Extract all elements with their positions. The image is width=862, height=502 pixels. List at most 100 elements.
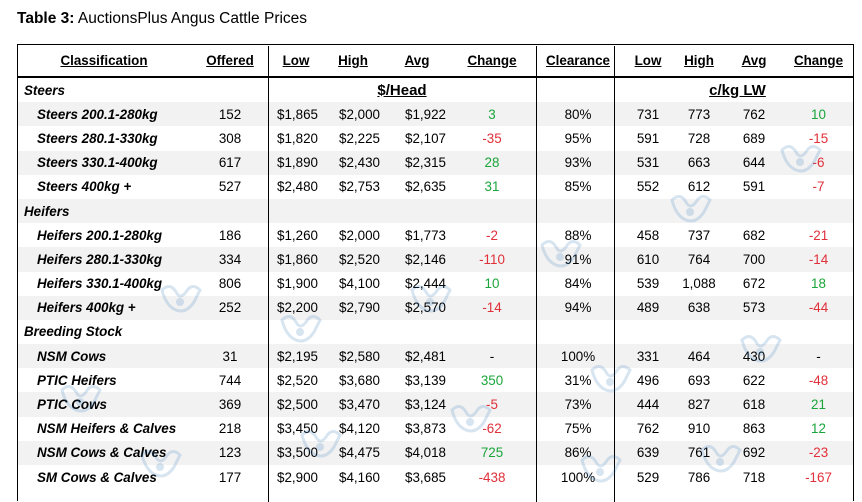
cell-clearance: 85% bbox=[564, 179, 592, 195]
cell-avg: $4,018 bbox=[384, 440, 450, 465]
cell-high: $2,430 bbox=[322, 150, 384, 175]
cell-high-lw: 693 bbox=[687, 372, 711, 388]
cell-high-lw: 761 bbox=[674, 440, 724, 465]
cell-change-lw: 10 bbox=[784, 102, 853, 127]
cell-low: $1,865 bbox=[270, 102, 322, 127]
table-row: NSM Heifers & Calves 218 $3,450 $4,120 $3,87… bbox=[18, 417, 853, 441]
cell-clearance: 80% bbox=[534, 102, 622, 127]
cell-change-lw: - bbox=[784, 344, 853, 369]
cell-clearance: 95% bbox=[564, 130, 592, 146]
cell-avg-lw: 622 bbox=[742, 372, 766, 388]
table-row: NSM Cows 31 $2,195 $2,580 $2,481-100% 331 464 4… bbox=[18, 344, 853, 369]
cell-low: $1,890 bbox=[270, 150, 322, 175]
cell-high: $3,680 bbox=[339, 372, 380, 388]
cell-change-lw: -15 bbox=[808, 130, 829, 146]
cell-clearance: 75% bbox=[564, 421, 592, 437]
cell-avg: $2,635 bbox=[405, 179, 446, 195]
cell-avg: $3,873 bbox=[405, 421, 446, 437]
table-row: PTIC Cows 369 $2,500 $3,470 $3,124 -5 73% 444 82… bbox=[18, 392, 853, 417]
table-row: Steers 280.1-330kg 308 $1,820 $2,225 $2,107 -… bbox=[18, 126, 853, 150]
cell-low-lw: 552 bbox=[636, 179, 660, 195]
cell-low-lw: 591 bbox=[636, 130, 660, 146]
cell-change: 3 bbox=[450, 102, 534, 127]
cell-low: $1,900 bbox=[277, 276, 318, 292]
header-high: High bbox=[322, 45, 384, 78]
cell-clearance: 94% bbox=[534, 295, 622, 320]
cell-change: 350 bbox=[480, 372, 504, 388]
cell-low: $3,450 bbox=[277, 421, 318, 437]
price-table: Classification Offered Low High Avg Chan… bbox=[18, 45, 853, 489]
cell-high: $2,580 bbox=[322, 344, 384, 369]
cell-avg: $3,124 bbox=[384, 392, 450, 417]
unit-lw-label: c/kg LW bbox=[709, 81, 766, 99]
cell-high-lw: 827 bbox=[674, 392, 724, 417]
group-row-breeding: Breeding Stock bbox=[18, 320, 853, 344]
cell-change-lw: -21 bbox=[808, 227, 829, 243]
cell-avg-lw: 672 bbox=[742, 276, 766, 292]
cell-clearance: 91% bbox=[534, 247, 622, 272]
cell-avg: $3,685 bbox=[405, 469, 446, 485]
cell-high-lw: 1,088 bbox=[682, 276, 716, 292]
cell-change: -110 bbox=[450, 247, 534, 272]
cell-offered: 369 bbox=[190, 392, 270, 417]
cell-avg-lw: 700 bbox=[724, 247, 784, 272]
cell-offered: 252 bbox=[190, 295, 270, 320]
cell-clearance: 100% bbox=[534, 344, 622, 369]
table-row: Heifers 400kg +252 $2,200 $2,790 $2,570 -14 9… bbox=[18, 295, 853, 320]
row-classification: Steers 330.1-400kg bbox=[18, 150, 190, 175]
cell-low-lw: 610 bbox=[622, 247, 674, 272]
cell-change-lw: -48 bbox=[808, 372, 829, 388]
cell-change: -2 bbox=[486, 227, 498, 243]
cell-change-lw: 21 bbox=[784, 392, 853, 417]
table-row: Heifers 280.1-330kg 334 $1,860 $2,520 $2,146… bbox=[18, 247, 853, 272]
cell-high: $2,520 bbox=[322, 247, 384, 272]
cell-avg-lw: 718 bbox=[742, 469, 766, 485]
cell-change: -35 bbox=[482, 130, 502, 146]
cell-low: $1,860 bbox=[270, 247, 322, 272]
cell-high: $4,100 bbox=[339, 276, 380, 292]
row-classification: Heifers 280.1-330kg bbox=[18, 247, 190, 272]
row-classification: SM Cows & Calves bbox=[37, 469, 157, 485]
header-avg-lw: Avg bbox=[724, 45, 784, 78]
cell-low: $2,900 bbox=[277, 469, 318, 485]
divider-lw-left bbox=[614, 46, 615, 502]
table-row: Steers 330.1-400kg 617 $1,890 $2,430 $2,315 2… bbox=[18, 150, 853, 175]
cell-low: $2,195 bbox=[270, 344, 322, 369]
cell-avg: $2,570 bbox=[384, 295, 450, 320]
header-high-lw: High bbox=[674, 45, 724, 78]
cell-high-lw: 786 bbox=[687, 469, 711, 485]
cell-high: $4,120 bbox=[339, 421, 380, 437]
table-row: Heifers 200.1-280kg 186 $1,260 $2,000 $1,773… bbox=[18, 223, 853, 247]
cell-high: $4,475 bbox=[322, 440, 384, 465]
cell-low-lw: 489 bbox=[622, 295, 674, 320]
cell-avg: $1,922 bbox=[384, 102, 450, 127]
cell-high-lw: 464 bbox=[674, 344, 724, 369]
table-row: Heifers 330.1-400kg 806 $1,900 $4,100 $2,444… bbox=[18, 272, 853, 296]
cell-low-lw: 496 bbox=[636, 372, 660, 388]
cell-offered: 186 bbox=[218, 227, 242, 243]
header-classification: Classification bbox=[18, 45, 190, 78]
cell-avg-lw: 644 bbox=[724, 150, 784, 175]
header-change: Change bbox=[450, 45, 534, 78]
unit-head-label: $/Head bbox=[377, 81, 427, 99]
cell-change-lw: -167 bbox=[805, 469, 832, 485]
cell-avg: $2,315 bbox=[384, 150, 450, 175]
cell-avg: $2,481 bbox=[384, 344, 450, 369]
cell-change-lw: -23 bbox=[784, 440, 853, 465]
cell-clearance: 31% bbox=[564, 372, 592, 388]
table-row: NSM Cows & Calves 123 $3,500 $4,475 $4,018 72… bbox=[18, 440, 853, 465]
cell-avg: $3,139 bbox=[405, 372, 446, 388]
cell-low: $1,260 bbox=[277, 227, 318, 243]
cell-high: $2,000 bbox=[322, 102, 384, 127]
row-classification: Steers 280.1-330kg bbox=[37, 130, 158, 146]
cell-low: $2,480 bbox=[277, 179, 318, 195]
cell-offered: 177 bbox=[218, 469, 242, 485]
cell-offered: 308 bbox=[218, 130, 242, 146]
cell-change: -14 bbox=[450, 295, 534, 320]
row-classification: NSM Cows bbox=[18, 344, 190, 369]
row-classification: PTIC Heifers bbox=[37, 372, 117, 388]
divider-head-left bbox=[268, 46, 269, 502]
cell-high: $2,790 bbox=[322, 295, 384, 320]
cell-high-lw: 773 bbox=[674, 102, 724, 127]
cell-change-lw: -44 bbox=[784, 295, 853, 320]
